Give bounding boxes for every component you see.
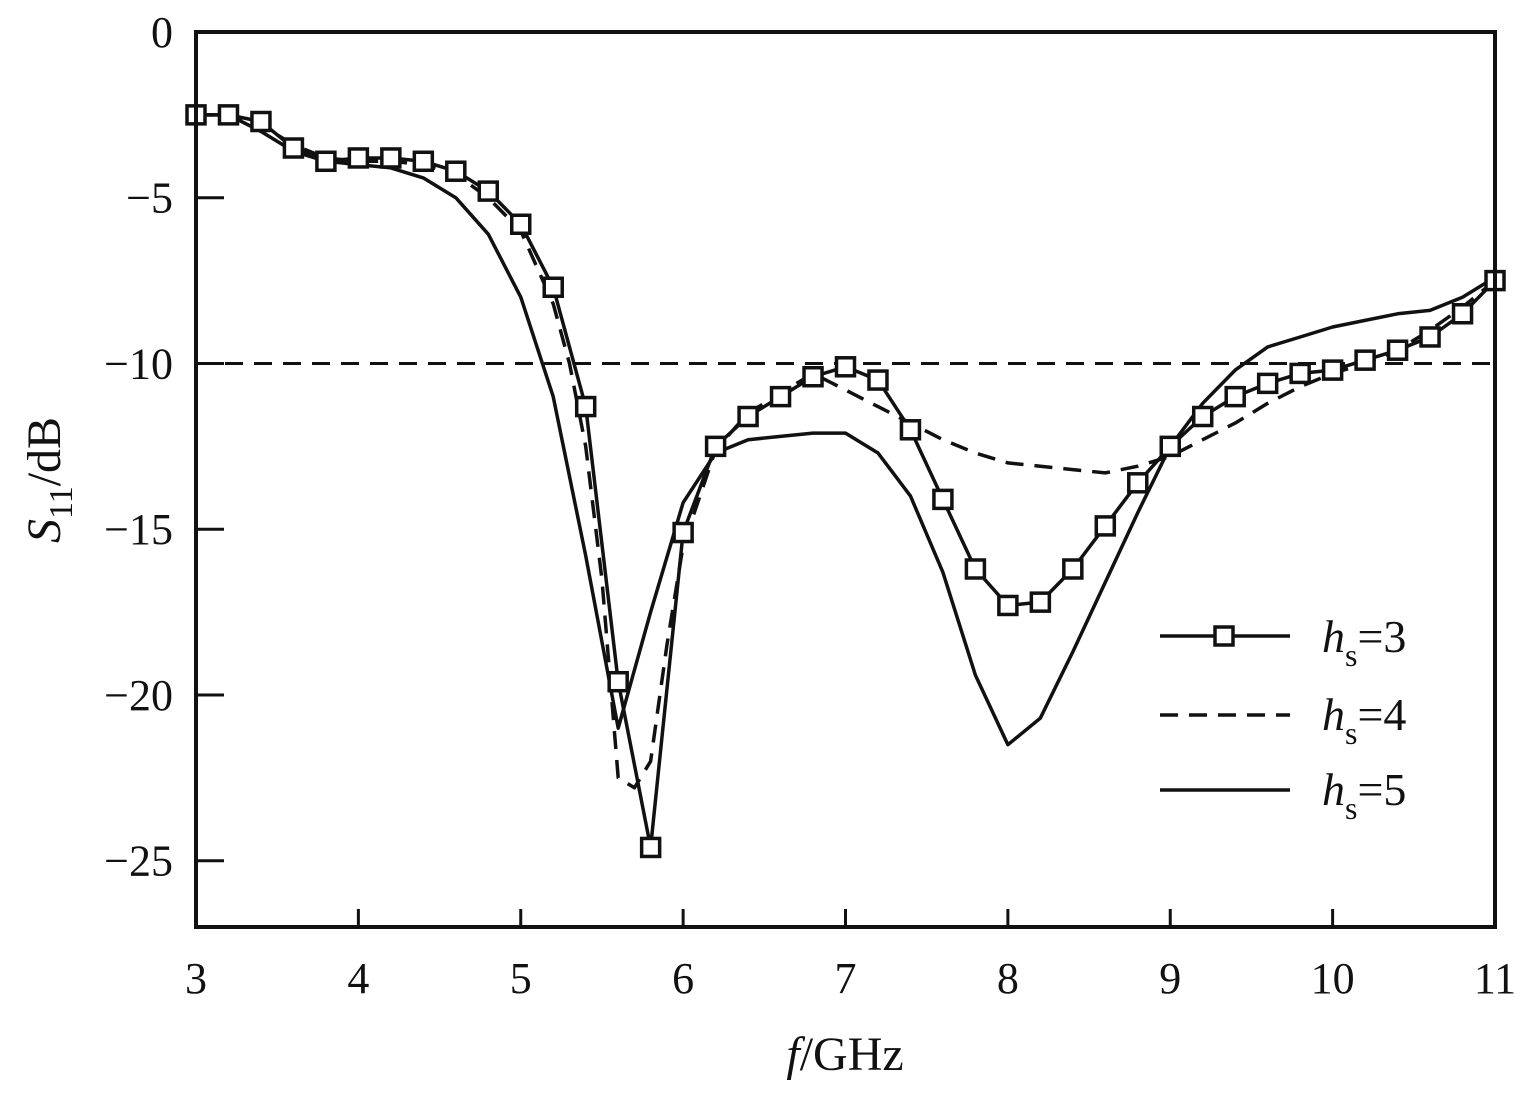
marker-hs3-37 bbox=[1386, 339, 1409, 361]
marker-hs3-31 bbox=[1191, 405, 1214, 428]
marker-hs3-38 bbox=[1419, 326, 1441, 348]
marker-hs3-21 bbox=[867, 369, 889, 391]
marker-hs3-4 bbox=[315, 150, 337, 173]
marker-hs3-26 bbox=[1029, 591, 1052, 613]
legend-item-hs5: hs=5 bbox=[1160, 764, 1406, 826]
marker-hs3-39 bbox=[1451, 303, 1474, 325]
marker-hs3-9 bbox=[477, 180, 500, 202]
marker-hs3-13 bbox=[607, 670, 629, 693]
series-line-hs5 bbox=[196, 113, 1496, 747]
marker-hs3-10 bbox=[510, 213, 532, 236]
marker-hs3-6 bbox=[380, 147, 402, 169]
series-layer bbox=[185, 104, 1506, 859]
x-tick-label-4: 4 bbox=[347, 954, 369, 1003]
x-tick-label-7: 7 bbox=[835, 954, 857, 1003]
legend-item-hs4: hs=4 bbox=[1160, 689, 1406, 751]
x-axis-title: f/GHz bbox=[786, 1028, 903, 1081]
y-tick-label-20: −20 bbox=[104, 671, 173, 720]
x-tick-label-5: 5 bbox=[510, 954, 532, 1003]
marker-hs3-7 bbox=[412, 150, 435, 173]
marker-hs3-33 bbox=[1256, 372, 1279, 395]
marker-hs3-29 bbox=[1127, 472, 1149, 494]
marker-hs3-19 bbox=[802, 365, 824, 388]
x-tick-label-8: 8 bbox=[997, 954, 1019, 1003]
y-tick-label-5: −5 bbox=[126, 174, 173, 223]
legend-label-hs4: hs=4 bbox=[1322, 689, 1406, 751]
marker-hs3-17 bbox=[737, 405, 759, 428]
marker-hs3-8 bbox=[445, 160, 467, 182]
y-tick-label-0: 0 bbox=[151, 8, 173, 57]
legend-label-hs3: hs=3 bbox=[1322, 611, 1406, 673]
x-tick-label-11: 11 bbox=[1474, 954, 1516, 1003]
legend-item-hs3: hs=3 bbox=[1160, 611, 1406, 673]
marker-hs3-25 bbox=[997, 594, 1019, 617]
x-tick-label-10: 10 bbox=[1311, 954, 1355, 1003]
marker-hs3-23 bbox=[932, 488, 954, 511]
x-tick-label-3: 3 bbox=[185, 954, 207, 1003]
marker-hs3-34 bbox=[1289, 362, 1311, 385]
x-tick-label-9: 9 bbox=[1159, 954, 1181, 1003]
plot-frame bbox=[194, 30, 1497, 929]
marker-hs3-28 bbox=[1094, 515, 1117, 537]
marker-hs3-32 bbox=[1224, 385, 1246, 408]
marker-hs3-14 bbox=[639, 836, 662, 859]
marker-hs3-35 bbox=[1321, 359, 1344, 381]
marker-hs3-18 bbox=[769, 385, 792, 408]
tick-layer: 3 4 5 6 7 8 9 10 11 0 −5 −10 −15 −20 −25 bbox=[104, 8, 1516, 1003]
marker-hs3-16 bbox=[704, 435, 727, 458]
marker-hs3-11 bbox=[542, 276, 564, 298]
legend-label-hs5: hs=5 bbox=[1322, 764, 1406, 826]
y-tick-label-25: −25 bbox=[104, 837, 173, 886]
marker-hs3-36 bbox=[1354, 349, 1376, 371]
marker-hs3-5 bbox=[347, 147, 370, 169]
marker-hs3-3 bbox=[282, 137, 305, 159]
marker-hs3-12 bbox=[574, 395, 597, 418]
marker-hs3-2 bbox=[250, 110, 272, 133]
y-axis-title: S11/dB bbox=[18, 417, 80, 543]
y-tick-label-10: −10 bbox=[104, 339, 173, 388]
marker-hs3-15 bbox=[672, 521, 694, 544]
x-tick-label-6: 6 bbox=[672, 954, 694, 1003]
marker-hs3-1 bbox=[217, 104, 240, 126]
marker-hs3-24 bbox=[964, 558, 987, 580]
marker-hs3-27 bbox=[1062, 558, 1084, 580]
marker-hs3-30 bbox=[1159, 435, 1181, 458]
legend-marker-hs3 bbox=[1213, 625, 1235, 647]
marker-hs3-20 bbox=[834, 356, 857, 378]
legend: hs=3 hs=4 hs=5 bbox=[1160, 611, 1406, 826]
marker-hs3-22 bbox=[899, 419, 922, 441]
y-tick-label-15: −15 bbox=[104, 505, 173, 554]
